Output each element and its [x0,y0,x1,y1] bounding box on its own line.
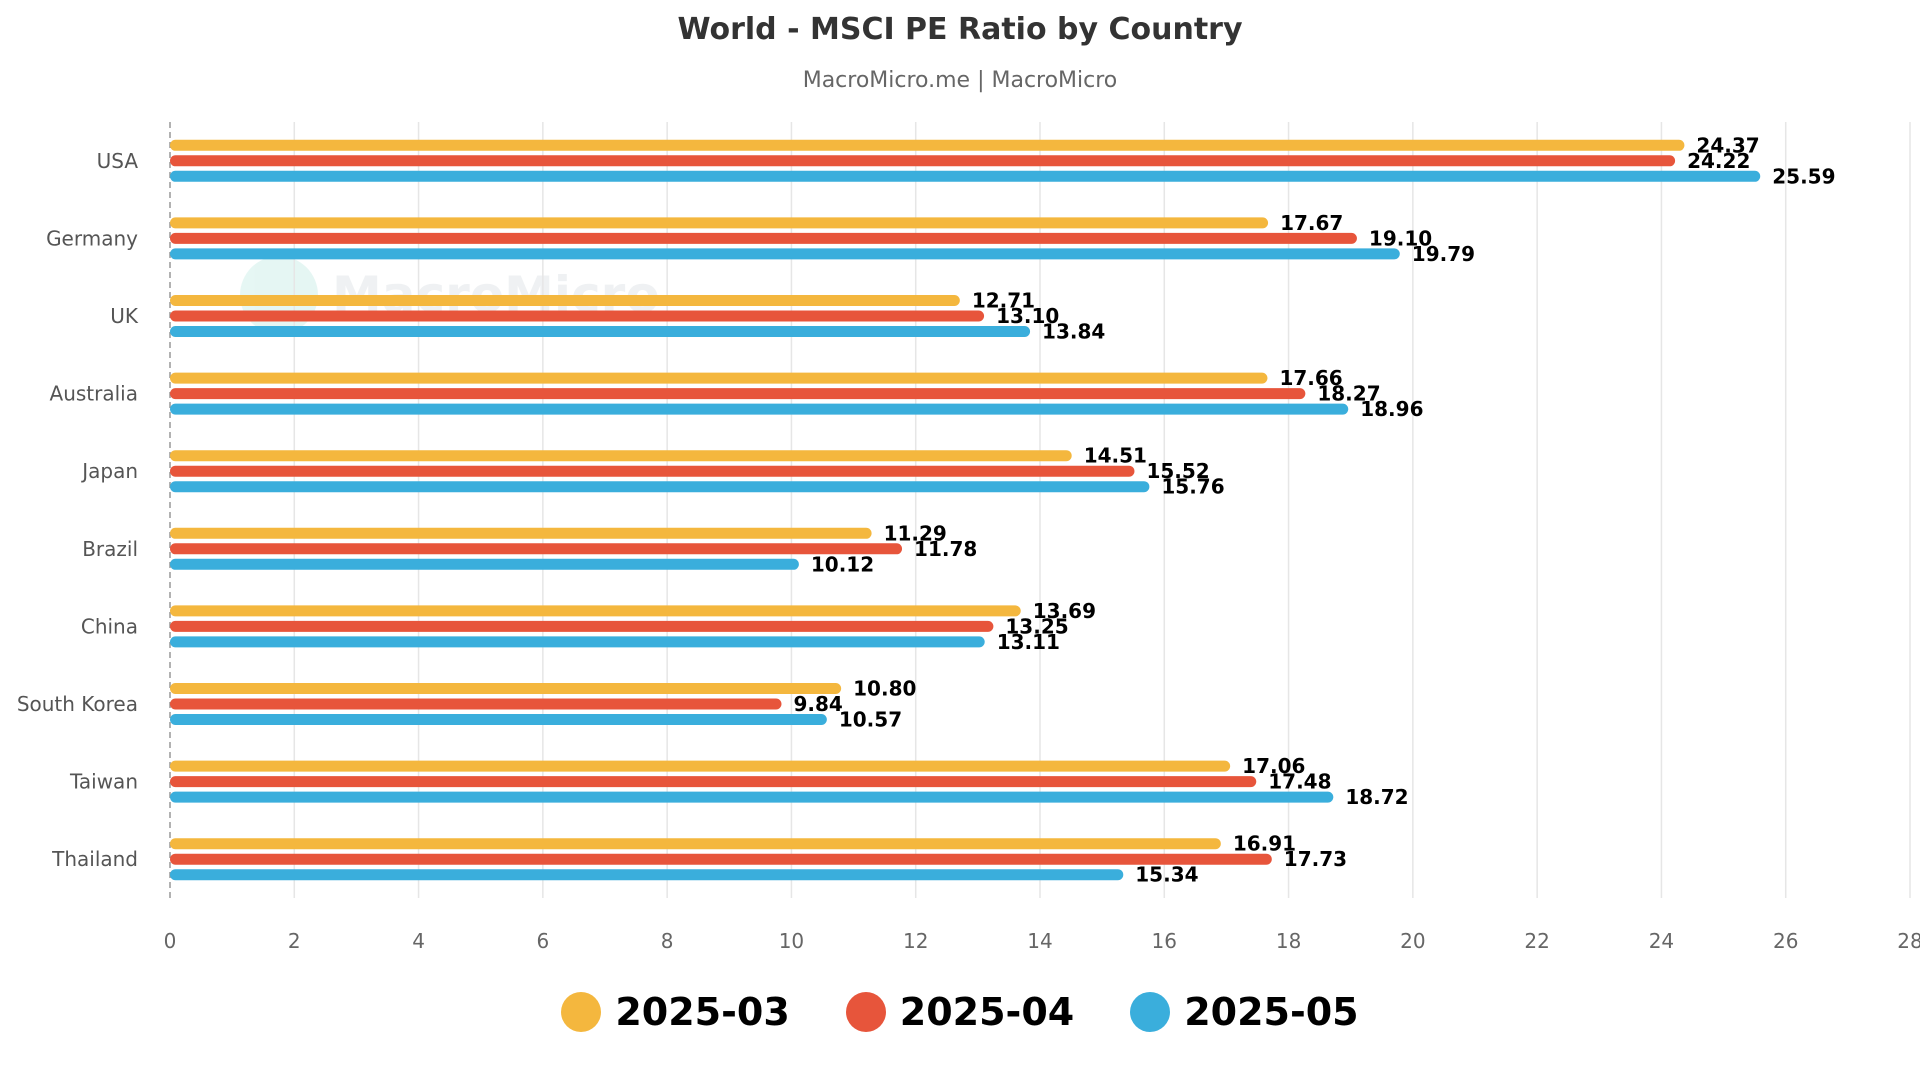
legend-item-2025-04[interactable]: 2025-04 [845,990,1075,1034]
x-tick-label: 16 [1152,929,1177,953]
data-label: 17.73 [1284,847,1347,871]
x-tick-label: 6 [536,929,549,953]
data-label: 15.52 [1146,459,1209,483]
x-tick-label: 14 [1027,929,1052,953]
data-label: 24.37 [1696,133,1759,157]
bar-2025-05 [170,636,985,648]
bar-2025-03 [170,683,842,694]
legend-label: 2025-03 [615,990,790,1034]
bar-2025-04 [170,543,903,555]
x-tick-label: 24 [1649,929,1674,953]
data-label: 11.29 [884,521,947,545]
bar-2025-03 [170,760,1231,772]
data-label: 12.71 [972,289,1035,313]
data-label: 14.51 [1084,444,1147,468]
legend-label: 2025-05 [1184,990,1359,1034]
data-label: 19.79 [1412,242,1475,266]
data-label: 17.66 [1279,366,1342,390]
legend-swatch-2025-03 [561,992,602,1032]
legend-swatch-2025-04 [845,992,886,1032]
x-tick-label: 2 [288,929,301,953]
data-label: 18.27 [1317,382,1380,406]
x-tick-label: 0 [164,929,177,953]
data-label: 19.10 [1369,226,1432,250]
x-tick-label: 20 [1400,929,1425,953]
bar-2025-04 [170,853,1272,865]
bar-2025-04 [170,698,782,710]
bar-2025-05 [170,714,827,725]
data-label: 13.25 [1005,614,1068,638]
bar-2025-03 [170,450,1072,462]
data-label: 18.72 [1345,785,1408,809]
bar-2025-04 [170,620,994,632]
bar-2025-05 [170,248,1400,260]
y-category-label: Australia [50,382,138,406]
data-label: 15.76 [1161,475,1224,499]
bar-2025-05 [170,403,1349,415]
bar-2025-03 [170,217,1269,229]
y-category-label: Taiwan [69,770,138,794]
bar-2025-03 [170,139,1685,151]
x-tick-label: 22 [1524,929,1549,953]
x-tick-label: 18 [1276,929,1301,953]
x-tick-label: 12 [903,929,928,953]
data-label: 25.59 [1772,164,1835,188]
bar-2025-04 [170,155,1676,167]
data-label: 13.10 [996,304,1059,328]
bar-2025-05 [170,481,1150,493]
bar-2025-05 [170,326,1031,337]
y-category-label: Thailand [51,847,138,871]
x-tick-label: 28 [1897,929,1920,953]
bar-2025-05 [170,869,1124,881]
bar-2025-05 [170,791,1334,803]
legend-label: 2025-04 [899,990,1075,1034]
x-tick-label: 26 [1773,929,1798,953]
bar-2025-04 [170,388,1306,400]
x-tick-label: 8 [661,929,674,953]
y-category-label: UK [110,304,139,328]
bar-2025-04 [170,310,985,322]
chart-subtitle: MacroMicro.me | MacroMicro [802,68,1118,93]
legend-item-2025-05[interactable]: 2025-05 [1130,990,1359,1034]
data-label: 10.57 [839,708,902,732]
data-label: 13.11 [997,630,1060,654]
y-category-label: Japan [80,459,138,483]
data-label: 15.34 [1135,863,1198,887]
data-label: 10.80 [853,677,916,701]
legend-item-2025-03[interactable]: 2025-03 [561,990,790,1034]
data-label: 17.06 [1242,754,1305,778]
data-label: 9.84 [793,692,842,716]
chart-legend: 2025-03 2025-04 2025-05 [0,990,1920,1034]
bar-2025-04 [170,232,1357,244]
bar-2025-03 [170,605,1021,617]
data-label: 16.91 [1233,832,1296,856]
data-label: 13.69 [1033,599,1096,623]
y-category-label: USA [97,149,139,173]
y-category-label: South Korea [17,692,138,716]
x-tick-label: 4 [412,929,425,953]
data-label: 11.78 [914,537,977,561]
data-label: 18.96 [1360,397,1423,421]
x-tick-label: 10 [779,929,804,953]
chart-title: World - MSCI PE Ratio by Country [677,12,1243,47]
y-category-label: Brazil [82,537,138,561]
bar-2025-03 [170,527,872,539]
bar-2025-03 [170,295,960,306]
bar-2025-04 [170,776,1257,788]
data-label: 17.48 [1268,770,1331,794]
bar-2025-04 [170,465,1135,477]
y-category-label: China [81,614,138,638]
bar-2025-05 [170,558,799,570]
bar-2025-03 [170,372,1268,384]
data-label: 24.22 [1687,149,1750,173]
y-category-label: Germany [46,226,138,250]
data-label: 17.67 [1280,211,1343,235]
legend-swatch-2025-05 [1130,992,1171,1032]
data-label: 13.84 [1042,320,1105,344]
bar-2025-03 [170,838,1221,850]
bar-2025-05 [170,170,1761,182]
data-label: 10.12 [811,552,874,576]
